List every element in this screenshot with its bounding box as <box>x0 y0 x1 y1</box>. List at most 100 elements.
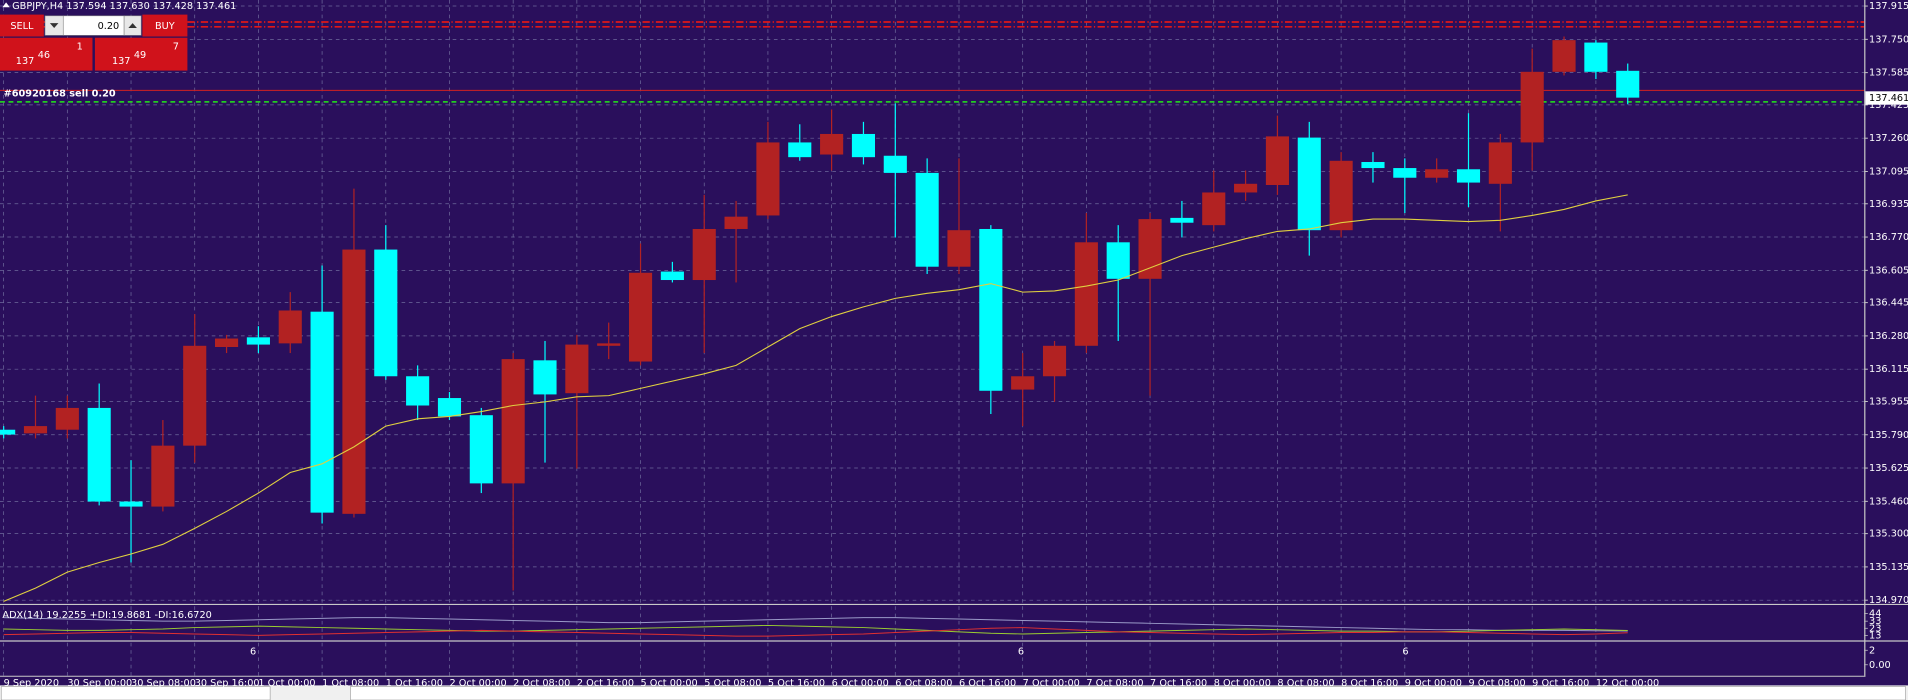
candle-body <box>23 426 48 434</box>
y-tick-label: 135.790 <box>1869 430 1908 441</box>
candle-body <box>1106 242 1130 279</box>
candle-body <box>246 337 270 345</box>
candle-body <box>788 142 812 158</box>
x-tick-label: 12 Oct 00:00 <box>1596 678 1659 689</box>
adx-tick-label: 13 <box>1869 630 1881 641</box>
x-tick-label: 8 Oct 08:00 <box>1277 678 1334 689</box>
buy-button[interactable] <box>142 14 188 37</box>
candle-body <box>183 345 207 446</box>
candle-body <box>1042 345 1067 377</box>
y-tick-label: 136.770 <box>1869 232 1908 243</box>
x-tick-label: 7 Oct 00:00 <box>1023 678 1080 689</box>
buy-label[interactable]: BUY <box>155 21 175 32</box>
candle-body <box>1488 142 1512 184</box>
x-tick-label: 7 Oct 16:00 <box>1150 678 1207 689</box>
candle-body <box>947 230 971 267</box>
x-tick-label: 2 Oct 08:00 <box>513 678 570 689</box>
candle-body <box>533 360 557 395</box>
y-tick-label: 137.425 <box>1869 100 1908 111</box>
adx-tick-label: 23 <box>1869 623 1881 634</box>
x-tick-label: 1 Oct 08:00 <box>322 678 379 689</box>
candle-body <box>1297 137 1321 231</box>
panel-annotation: 6 <box>1402 646 1408 657</box>
ask-sup: 7 <box>173 41 179 52</box>
scrollbar[interactable] <box>350 686 1906 700</box>
y-tick-label: 135.135 <box>1869 562 1908 573</box>
ask-box[interactable] <box>94 37 188 71</box>
y-tick-label: 137.260 <box>1869 133 1908 144</box>
lower-tick-label: 0.00 <box>1869 660 1891 671</box>
x-tick-label: 5 Oct 00:00 <box>641 678 698 689</box>
candle-body <box>1425 169 1449 178</box>
candle-body <box>1456 169 1481 183</box>
candle-body <box>1265 136 1289 186</box>
x-tick-label: 2 Oct 16:00 <box>577 678 634 689</box>
candle-body <box>724 216 748 229</box>
adx-tick-label: 33 <box>1869 616 1881 627</box>
candle-body <box>1616 70 1640 98</box>
candle-body <box>979 228 1003 391</box>
sell-button[interactable] <box>0 14 44 37</box>
x-tick-label: 30 Sep 16:00 <box>195 678 260 689</box>
y-tick-label: 135.625 <box>1869 463 1908 474</box>
candle-body <box>55 407 79 430</box>
candle-body <box>437 398 462 417</box>
candle-body <box>756 142 780 216</box>
ask-big: 49 <box>134 50 146 61</box>
order-label: #60920168 sell 0.20 <box>4 89 116 100</box>
chart-layer <box>0 0 1868 677</box>
x-tick-label: 7 Oct 08:00 <box>1086 678 1143 689</box>
x-tick-label: 8 Oct 16:00 <box>1341 678 1398 689</box>
panel-annotation: 6 <box>1018 646 1024 657</box>
current-price: 137.461 <box>1869 93 1908 104</box>
x-tick-label: 30 Sep 08:00 <box>131 678 196 689</box>
candle-body <box>342 249 366 514</box>
collapse-icon[interactable] <box>2 2 10 8</box>
adx-line <box>3 627 1628 637</box>
tab[interactable] <box>0 686 271 700</box>
candle-body <box>1202 192 1226 226</box>
candle-body <box>278 310 302 344</box>
adx-tick-label: 44 <box>1869 608 1881 619</box>
x-tick-label: 9 Sep 2020 <box>4 678 59 689</box>
candle-body <box>660 271 684 281</box>
y-tick-label: 135.955 <box>1869 396 1908 407</box>
ask-prefix: 137 <box>112 56 131 67</box>
candle-body <box>1329 160 1353 231</box>
candle-body <box>628 272 653 362</box>
y-tick-label: 136.445 <box>1869 298 1908 309</box>
y-tick-label: 136.115 <box>1869 364 1908 375</box>
candle-body <box>151 445 175 507</box>
candle-body <box>1234 183 1258 193</box>
y-tick-label: 135.300 <box>1869 529 1908 540</box>
x-tick-label: 6 Oct 16:00 <box>959 678 1016 689</box>
bid-prefix: 137 <box>16 56 35 67</box>
candle-body <box>565 344 589 394</box>
candle-body <box>469 415 493 484</box>
moving-average <box>3 194 1628 602</box>
x-tick-label: 8 Oct 00:00 <box>1214 678 1271 689</box>
candle-body <box>883 155 907 173</box>
bid-box[interactable] <box>0 37 93 71</box>
bid-sup: 1 <box>77 41 83 52</box>
candle-body <box>820 133 844 155</box>
x-tick-label: 6 Oct 00:00 <box>832 678 889 689</box>
lot-value[interactable]: 0.20 <box>98 21 120 32</box>
sell-label[interactable]: SELL <box>10 21 34 32</box>
candle-body <box>374 249 398 377</box>
y-tick-label: 136.280 <box>1869 331 1908 342</box>
candle-body <box>215 338 239 348</box>
x-tick-label: 9 Oct 16:00 <box>1532 678 1589 689</box>
y-tick-label: 137.095 <box>1869 166 1908 177</box>
candle-body <box>1552 40 1576 72</box>
adx-line <box>3 624 1628 635</box>
y-tick-label: 135.460 <box>1869 496 1908 507</box>
symbol-header: GBPJPY,H4 137.594 137.630 137.428 137.46… <box>12 1 236 12</box>
candle-body <box>87 407 111 502</box>
adx-title: ADX(14) 19.2255 +DI:19.8681 -DI:16.6720 <box>2 610 211 621</box>
candle-body <box>0 429 16 435</box>
down-arrow <box>49 23 59 28</box>
candle-body <box>915 172 939 267</box>
price-label-box <box>1865 91 1908 105</box>
